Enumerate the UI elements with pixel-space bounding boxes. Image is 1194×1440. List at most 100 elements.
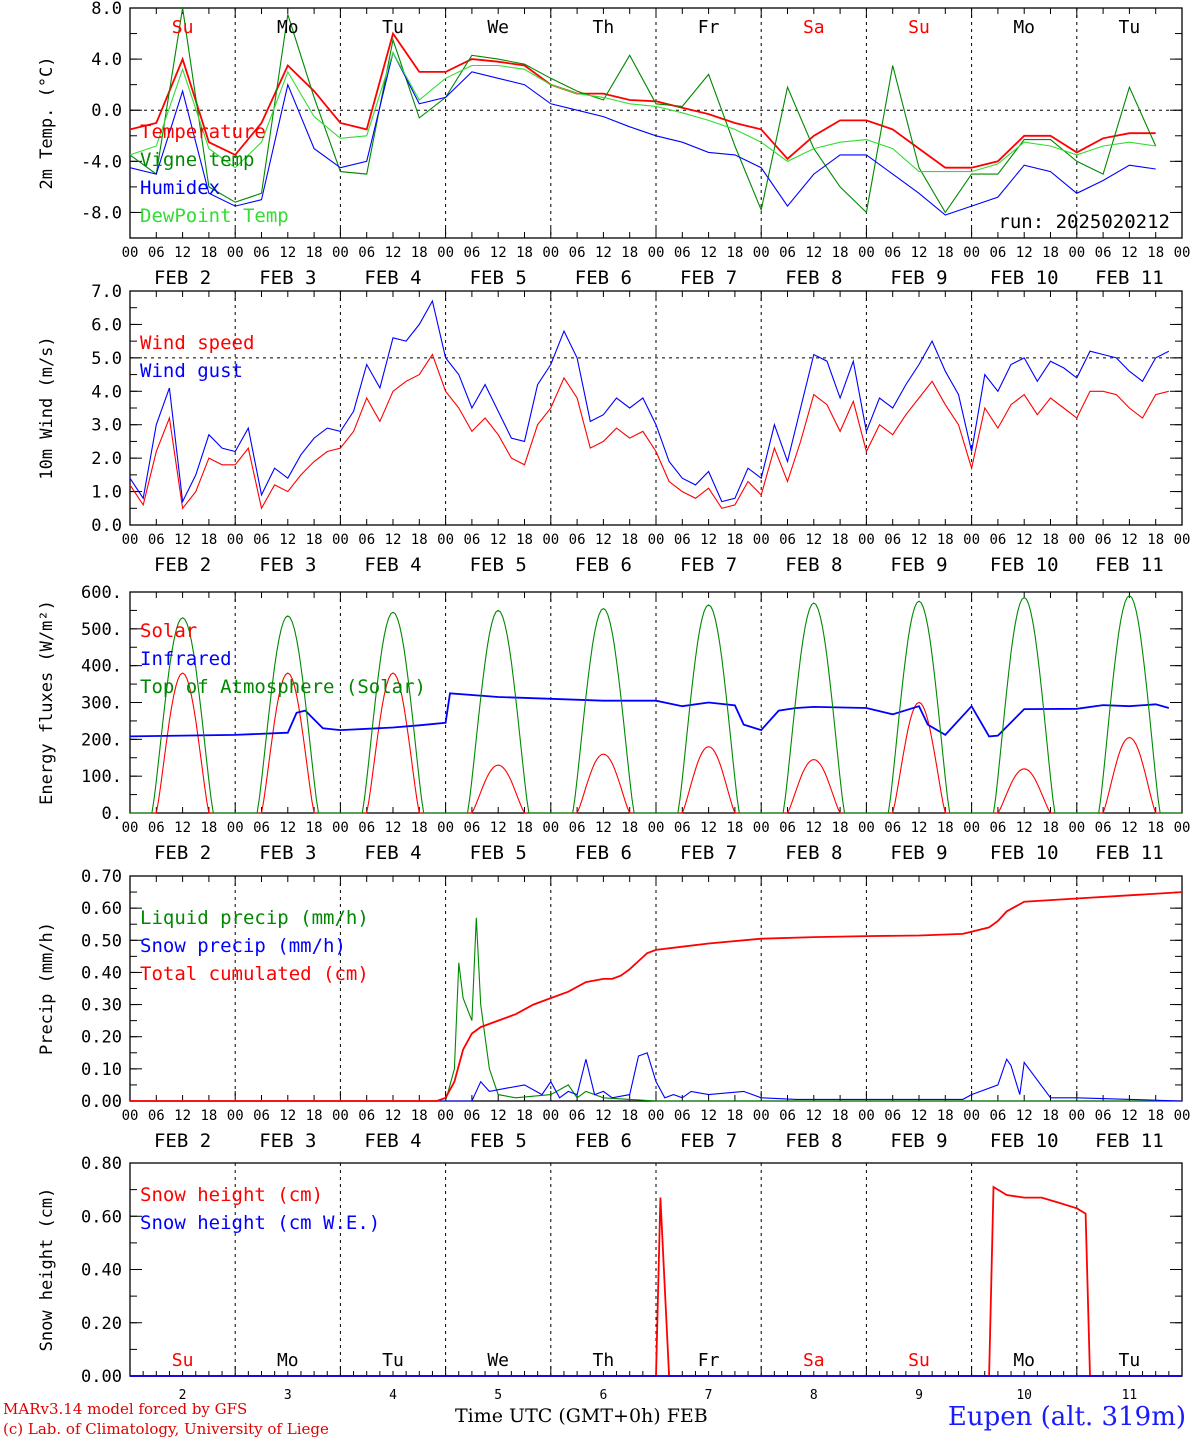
x-date-label: FEB 2 (154, 554, 211, 576)
y-tick-label: 0.00 (81, 1367, 122, 1387)
x-date-label: FEB 2 (154, 267, 211, 289)
y-tick-label: 0.0 (91, 516, 122, 536)
series-line-humidex (129, 51, 1156, 216)
x-hour-label: 00 (858, 1108, 875, 1124)
x-hour-label: 12 (1016, 532, 1033, 548)
y-tick-label: 0.70 (81, 867, 122, 887)
x-date-label: FEB 2 (154, 1130, 211, 1152)
x-hour-label: 00 (332, 1108, 349, 1124)
x-hour-label: 12 (174, 820, 191, 836)
x-hour-label: 06 (569, 820, 586, 836)
x-hour-label: 06 (253, 245, 270, 261)
y-tick-label: 2.0 (91, 449, 122, 469)
x-hour-label: 12 (805, 820, 822, 836)
x-hour-label: 06 (884, 1108, 901, 1124)
panel-4: 0.70 0.60 0.50 0.40 0.30 0.20 0.10 0.00 Precip (… (37, 867, 1190, 1152)
station-name: Eupen (alt. 319m) (947, 1402, 1186, 1432)
x-hour-label: 12 (490, 245, 507, 261)
x-hour-label: 06 (148, 532, 165, 548)
y-axis-label: Energy fluxes (W/m²) (37, 600, 57, 805)
x-hour-label: 18 (200, 245, 217, 261)
series-line-snow-precip-mm-h- (130, 1052, 1183, 1102)
day-number: 9 (915, 1388, 923, 1400)
panel-2: 7.0 6.0 5.0 4.0 3.0 2.0 1.0 0.0 10m Wind (m/s) 00… (37, 282, 1190, 576)
x-hour-label: 12 (805, 245, 822, 261)
y-tick-label: 0.50 (81, 931, 122, 951)
y-tick-label: 200. (81, 730, 122, 750)
y-tick-label: 4.0 (91, 50, 122, 70)
x-hour-label: 18 (621, 532, 638, 548)
y-tick-label: 6.0 (91, 315, 122, 335)
x-hour-label: 18 (306, 532, 323, 548)
x-date-label: FEB 9 (890, 842, 947, 864)
day-number: 2 (179, 1388, 187, 1400)
x-hour-label: 18 (306, 245, 323, 261)
day-label: Th (593, 1350, 615, 1371)
y-tick-label: 0.00 (81, 1092, 122, 1112)
x-hour-label: 12 (911, 532, 928, 548)
x-hour-label: 00 (332, 820, 349, 836)
day-label: Su (172, 17, 194, 38)
x-hour-label: 00 (1068, 245, 1085, 261)
legend-entry: Snow precip (mm/h) (140, 935, 346, 957)
day-number: 6 (599, 1388, 607, 1400)
panel-3: 600. 500. 400. 300. 200. 100. 0. Energy fluxes … (37, 583, 1190, 864)
y-tick-label: 0.30 (81, 996, 122, 1016)
x-hour-label: 12 (595, 1108, 612, 1124)
x-date-label: FEB 3 (259, 554, 316, 576)
x-hour-label: 12 (490, 1108, 507, 1124)
x-hour-label: 00 (858, 245, 875, 261)
day-label: Tu (1119, 17, 1141, 38)
x-hour-label: 00 (1174, 245, 1191, 261)
y-tick-label: 400. (81, 657, 122, 677)
legend-entry: Top of Atmosphere (Solar) (140, 676, 426, 698)
legend-entry: Total cumulated (cm) (140, 963, 369, 985)
x-date-label: FEB 5 (470, 554, 527, 576)
x-hour-label: 12 (490, 820, 507, 836)
day-label: Su (908, 1350, 930, 1371)
x-hour-label: 06 (674, 245, 691, 261)
x-hour-label: 12 (490, 532, 507, 548)
y-tick-label: -4.0 (81, 152, 122, 172)
legend-entry: Wind gust (140, 360, 243, 382)
legend-entry: Solar (140, 620, 197, 642)
x-hour-label: 12 (1121, 245, 1138, 261)
x-hour-label: 12 (174, 532, 191, 548)
day-label: Mo (277, 1350, 299, 1371)
x-hour-label: 06 (148, 820, 165, 836)
y-tick-label: 0.60 (81, 899, 122, 919)
x-date-label: FEB 10 (990, 1130, 1059, 1152)
x-date-label: FEB 6 (575, 1130, 632, 1152)
day-label: Mo (1013, 1350, 1035, 1371)
x-hour-label: 06 (253, 1108, 270, 1124)
y-tick-label: 7.0 (91, 282, 122, 302)
x-hour-label: 18 (726, 532, 743, 548)
legend-entry: Snow height (cm W.E.) (140, 1212, 380, 1234)
x-hour-label: 00 (1174, 1108, 1191, 1124)
x-hour-label: 12 (174, 245, 191, 261)
x-hour-label: 18 (1042, 1108, 1059, 1124)
x-hour-label: 06 (569, 245, 586, 261)
x-hour-label: 18 (937, 820, 954, 836)
x-hour-label: 12 (700, 1108, 717, 1124)
y-tick-label: 0. (102, 804, 122, 824)
x-hour-label: 00 (753, 820, 770, 836)
y-axis-label: Snow height (cm) (37, 1188, 57, 1352)
x-hour-label: 18 (1042, 820, 1059, 836)
y-tick-label: 3.0 (91, 416, 122, 436)
legend-entry: Temperature (140, 121, 266, 143)
y-tick-label: 300. (81, 694, 122, 714)
x-hour-label: 06 (989, 532, 1006, 548)
x-date-label: FEB 10 (990, 842, 1059, 864)
x-date-label: FEB 5 (470, 1130, 527, 1152)
x-date-label: FEB 11 (1095, 554, 1164, 576)
x-date-label: FEB 10 (990, 554, 1059, 576)
x-hour-label: 12 (279, 532, 296, 548)
x-hour-label: 00 (122, 532, 139, 548)
x-hour-label: 06 (253, 820, 270, 836)
plot-frame (129, 7, 1183, 239)
x-date-label: FEB 6 (575, 267, 632, 289)
x-hour-label: 06 (148, 245, 165, 261)
panel-1: 8.0 4.0 0.0 -4.0 -8.0 2m Temp. (°C) 00 06 12 18 00… (37, 0, 1190, 289)
x-hour-label: 06 (884, 820, 901, 836)
